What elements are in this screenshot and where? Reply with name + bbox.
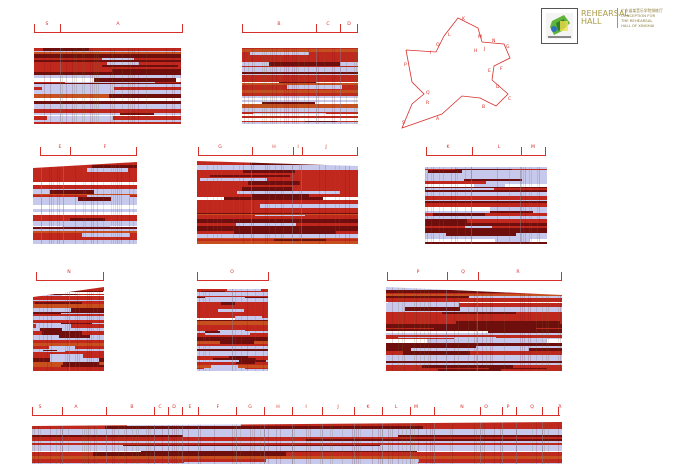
elevation-sab	[34, 48, 181, 124]
full-label-d: D	[172, 405, 176, 410]
ruler-o: O	[197, 270, 269, 281]
ruler-ef: E F	[40, 145, 137, 156]
plan-label-m: M	[478, 34, 482, 40]
title-block: REHEARSAL HALL 广东省某音乐学院排练厅 CONCEPTION FO…	[541, 8, 683, 44]
full-label-i: I	[305, 405, 307, 410]
plan-label-e: E	[488, 68, 491, 74]
elevation-klm	[425, 167, 547, 244]
full-label-j: J	[337, 405, 339, 410]
plan-label-f: F	[500, 66, 503, 72]
ruler-sab: S A	[34, 22, 183, 33]
plan-label-a: A	[436, 116, 440, 122]
plan-label-n: N	[492, 38, 495, 44]
plan-label-h: H	[474, 48, 477, 54]
full-label-h: H	[276, 405, 280, 410]
label-k: K	[446, 145, 450, 150]
label-c: C	[326, 22, 330, 27]
ruler-pqr: P Q R	[387, 270, 562, 281]
full-label-r: R	[558, 405, 562, 410]
full-label-s: S	[38, 405, 42, 410]
elevation-full	[32, 418, 562, 464]
label-i: I	[297, 145, 299, 150]
label-b: B	[277, 22, 281, 27]
label-l: L	[497, 145, 501, 150]
label-j: J	[325, 145, 327, 150]
subtitle-text: 广东省某音乐学院排练厅 CONCEPTION FOR THE REHEARSAL…	[617, 8, 683, 28]
full-label-f: F	[216, 405, 220, 410]
label-e: E	[58, 145, 62, 150]
full-label-q: Q	[530, 405, 534, 410]
label-h: H	[272, 145, 276, 150]
full-label-m: M	[414, 405, 418, 410]
full-label-n: N	[460, 405, 464, 410]
plan-label-s: S	[402, 120, 405, 126]
label-r: R	[516, 270, 520, 275]
plan-label-q: Q	[426, 90, 430, 96]
label-a: A	[116, 22, 120, 27]
plan-label-j: J	[483, 46, 485, 52]
ruler-bcd: B C D	[242, 22, 358, 33]
label-g: G	[218, 145, 222, 150]
full-label-p: P	[506, 405, 510, 410]
plan-label-p: P	[404, 62, 407, 68]
plan-label-k: K	[462, 16, 466, 22]
label-f: F	[103, 145, 107, 150]
ruler-n: N	[36, 270, 104, 281]
plan-label-d: D	[496, 84, 500, 90]
elevation-ghij	[197, 161, 358, 244]
elevation-o	[197, 289, 268, 371]
plan-label-i: I	[430, 50, 431, 56]
plan-label-r: R	[426, 100, 430, 106]
ruler-ghij: G H I J	[198, 145, 358, 156]
plan-label-o: O	[436, 42, 440, 48]
plan-label-g: G	[506, 44, 510, 50]
elevation-pqr	[386, 287, 562, 371]
plan-label-b: B	[482, 104, 485, 110]
label-s: S	[45, 22, 49, 27]
ruler-klm: K L M	[426, 145, 546, 156]
label-d: D	[347, 22, 351, 27]
label-o: O	[230, 270, 234, 275]
full-label-l: L	[394, 405, 398, 410]
logo	[541, 8, 578, 44]
title-text: REHEARSAL HALL	[581, 9, 629, 26]
plan-label-c: C	[508, 96, 511, 102]
full-label-k: K	[366, 405, 370, 410]
elevation-ef	[33, 162, 137, 244]
site-plan-diagram: K L M N O J I H G F E D C B A S RQ P	[401, 16, 511, 129]
full-label-c: C	[158, 405, 162, 410]
elevation-n	[33, 287, 104, 371]
label-q: Q	[461, 270, 465, 275]
label-p: P	[416, 270, 420, 275]
elevation-bcd	[242, 48, 358, 124]
label-n: N	[67, 270, 71, 275]
full-label-o: O	[484, 405, 488, 410]
full-label-a: A	[74, 405, 78, 410]
full-label-b: B	[130, 405, 134, 410]
plan-label-l: L	[448, 32, 451, 38]
full-label-g: G	[248, 405, 252, 410]
label-m: M	[531, 145, 535, 150]
full-label-e: E	[188, 405, 192, 410]
